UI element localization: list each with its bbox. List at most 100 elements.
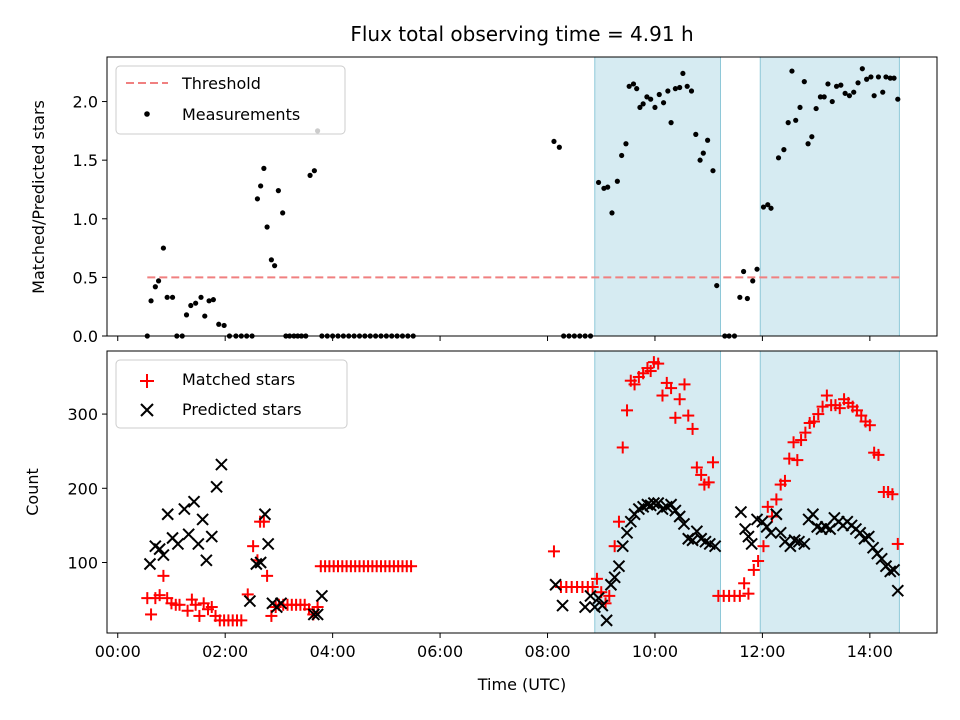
legend-matched-swatch <box>140 374 154 388</box>
predicted-star-point <box>556 599 569 612</box>
predicted-star-point <box>853 526 867 540</box>
measurement-point <box>744 295 750 302</box>
measurement-point <box>750 278 756 284</box>
chart-title: Flux total observing time = 4.91 h <box>350 22 693 46</box>
measurement-point <box>652 104 658 111</box>
measurement-point <box>595 179 602 186</box>
top-panel: 0.0 0.5 1.0 1.5 2.0 Flux total observing tim… <box>29 22 938 346</box>
measurement-point <box>272 263 278 269</box>
matched-star-point <box>157 569 170 582</box>
top-y-tick-label: 0.5 <box>73 268 98 287</box>
measurement-point <box>781 147 787 153</box>
top-y-tick-label: 2.0 <box>73 93 98 112</box>
matched-star-point <box>189 598 202 611</box>
measurement-point <box>785 120 791 126</box>
measurement-point <box>614 178 620 184</box>
measurement-point <box>648 96 654 102</box>
measurement-point <box>677 84 683 91</box>
predicted-star-point <box>274 597 288 610</box>
x-tick-label: 00:00 <box>95 642 141 661</box>
matched-star-point <box>257 515 270 528</box>
predicted-star-point <box>647 496 661 510</box>
matched-star-point <box>733 589 746 602</box>
measurement-point <box>760 204 767 210</box>
predicted-star-point <box>549 578 562 591</box>
measurement-point <box>880 89 886 95</box>
measurement-point <box>813 105 819 112</box>
matched-star-point <box>807 415 820 428</box>
measurement-point <box>754 266 760 272</box>
predicted-star-point <box>157 548 170 562</box>
predicted-star-point <box>620 526 634 540</box>
predicted-star-point <box>770 508 783 521</box>
matched-star-point <box>145 608 158 621</box>
predicted-star-point <box>215 458 228 471</box>
matched-star-point <box>678 378 691 391</box>
measurement-point <box>660 100 667 106</box>
matched-star-point <box>872 448 885 461</box>
measurement-point <box>710 168 716 174</box>
measurement-point <box>605 184 611 190</box>
x-tick-label: 08:00 <box>524 642 570 661</box>
measurement-point <box>859 66 865 72</box>
predicted-star-point <box>200 554 213 567</box>
measurement-point <box>714 282 720 289</box>
matched-star-point <box>816 400 829 413</box>
matched-star-point <box>652 357 665 370</box>
measurement-point <box>697 157 703 163</box>
top-y-tick-label: 1.5 <box>73 151 98 170</box>
matched-star-point <box>612 515 625 528</box>
matched-star-point <box>656 389 669 402</box>
matched-star-point <box>783 452 796 465</box>
matched-star-point <box>181 604 194 617</box>
predicted-star-point <box>734 505 748 519</box>
measurement-point <box>311 168 317 174</box>
matched-star-point <box>791 454 804 467</box>
predicted-star-point <box>258 508 272 521</box>
top-legend: Threshold Measurements <box>115 65 346 135</box>
predicted-star-point <box>669 504 682 517</box>
measurement-point <box>875 74 882 80</box>
measurement-point <box>765 202 771 208</box>
predicted-star-point <box>205 530 218 543</box>
predicted-star-point <box>798 537 811 551</box>
matched-star-point <box>891 537 904 550</box>
predicted-star-point <box>866 541 880 554</box>
measurement-point <box>775 155 782 161</box>
measurement-point <box>665 88 671 94</box>
measurement-point <box>887 75 893 81</box>
matched-star-point <box>778 474 791 487</box>
measurement-point <box>216 321 222 327</box>
measurement-point <box>797 104 803 111</box>
top-axes-frame <box>106 56 938 337</box>
predicted-star-point <box>612 560 626 573</box>
predicted-star-point <box>192 537 205 551</box>
matched-star-point <box>738 577 751 590</box>
legend-measurements-label: Measurements <box>182 105 300 124</box>
measurement-point <box>609 210 615 216</box>
measurement-point <box>741 268 747 275</box>
predicted-star-point <box>596 599 609 612</box>
shaded-span-2 <box>759 56 900 337</box>
measurement-point <box>307 172 313 178</box>
bottom-y-tick-label: 200 <box>67 479 98 498</box>
measurement-point <box>825 81 831 87</box>
measurement-point <box>169 294 176 300</box>
bottom-y-axis-label: Count <box>23 468 42 516</box>
matched-star-point <box>608 540 621 553</box>
predicted-star-point <box>584 589 597 603</box>
predicted-star-point <box>677 517 691 531</box>
measurement-point <box>152 284 158 290</box>
x-tick-label: 02:00 <box>202 642 248 661</box>
matched-star-point <box>752 555 765 568</box>
matched-star-point <box>405 560 418 573</box>
matched-star-point <box>747 563 760 576</box>
measurement-point <box>268 257 274 263</box>
matched-star-point <box>235 614 248 627</box>
predicted-star-point <box>153 542 166 556</box>
predicted-star-point <box>745 537 758 551</box>
measurement-point <box>768 205 774 211</box>
measurement-point <box>855 80 861 86</box>
matched-star-point <box>812 408 825 421</box>
